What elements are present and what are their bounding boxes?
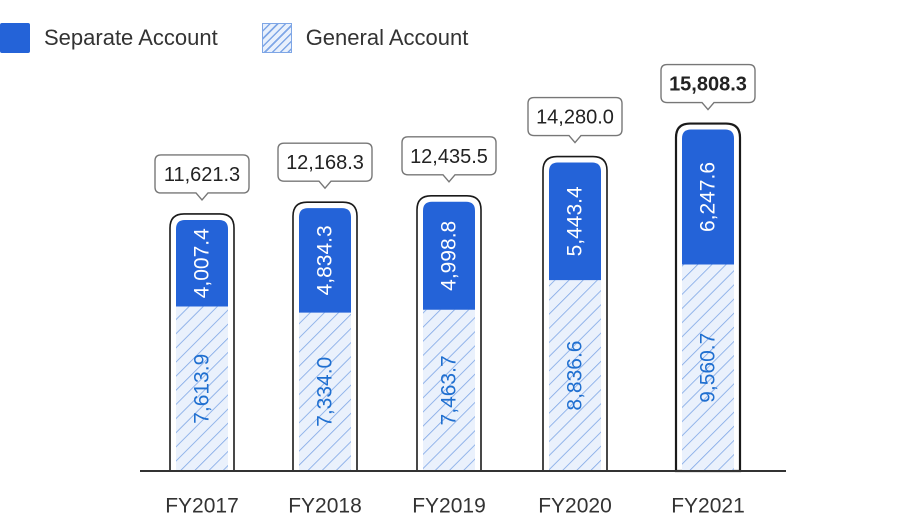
x-tick-label: FY2018 <box>288 495 362 518</box>
legend-swatch-general <box>261 23 292 53</box>
bar-segment-general <box>299 312 351 471</box>
data-label-separate: 4,834.3 <box>314 225 337 295</box>
data-label-separate: 6,247.6 <box>697 162 720 232</box>
total-callout <box>401 136 497 183</box>
total-label: 12,168.3 <box>286 152 364 174</box>
bar-segment-separate <box>423 201 475 310</box>
legend: Separate Account General Account <box>0 20 512 56</box>
data-label-separate: 4,998.8 <box>438 221 461 291</box>
bar-segment-separate <box>176 219 228 307</box>
legend-item-general: General Account <box>261 23 469 53</box>
x-tick-label: FY2019 <box>412 495 486 518</box>
bar-segment-general <box>423 309 475 471</box>
bar-segment-general <box>682 264 734 471</box>
data-label-general: 7,613.9 <box>191 354 214 424</box>
bar-segment-general <box>176 306 228 471</box>
data-label-general: 8,836.6 <box>564 341 587 411</box>
total-callout <box>154 154 250 202</box>
legend-label-general: General Account <box>305 25 469 50</box>
bar-segment-separate <box>299 208 351 313</box>
total-callout <box>277 142 373 190</box>
total-label: 15,808.3 <box>669 74 747 96</box>
x-tick-label: FY2021 <box>671 495 745 518</box>
data-label-general: 7,334.0 <box>314 357 337 427</box>
x-tick-label: FY2017 <box>165 495 239 518</box>
total-label: 12,435.5 <box>410 146 488 168</box>
total-label: 11,621.3 <box>164 164 240 186</box>
legend-swatch-separate <box>0 23 30 53</box>
data-label-separate: 5,443.4 <box>564 186 587 256</box>
data-label-separate: 4,007.4 <box>191 228 214 298</box>
total-callout <box>527 96 623 144</box>
bar-segment-separate <box>549 162 601 281</box>
bar-segment-general <box>549 280 601 471</box>
legend-item-separate: Separate Account <box>0 23 218 53</box>
data-label-general: 9,560.7 <box>697 333 720 403</box>
total-callout <box>660 63 756 111</box>
data-label-general: 7,463.7 <box>438 355 461 425</box>
total-label: 14,280.0 <box>536 107 614 129</box>
x-tick-label: FY2020 <box>538 495 612 518</box>
bar-segment-separate <box>682 129 734 265</box>
legend-label-separate: Separate Account <box>44 25 218 50</box>
